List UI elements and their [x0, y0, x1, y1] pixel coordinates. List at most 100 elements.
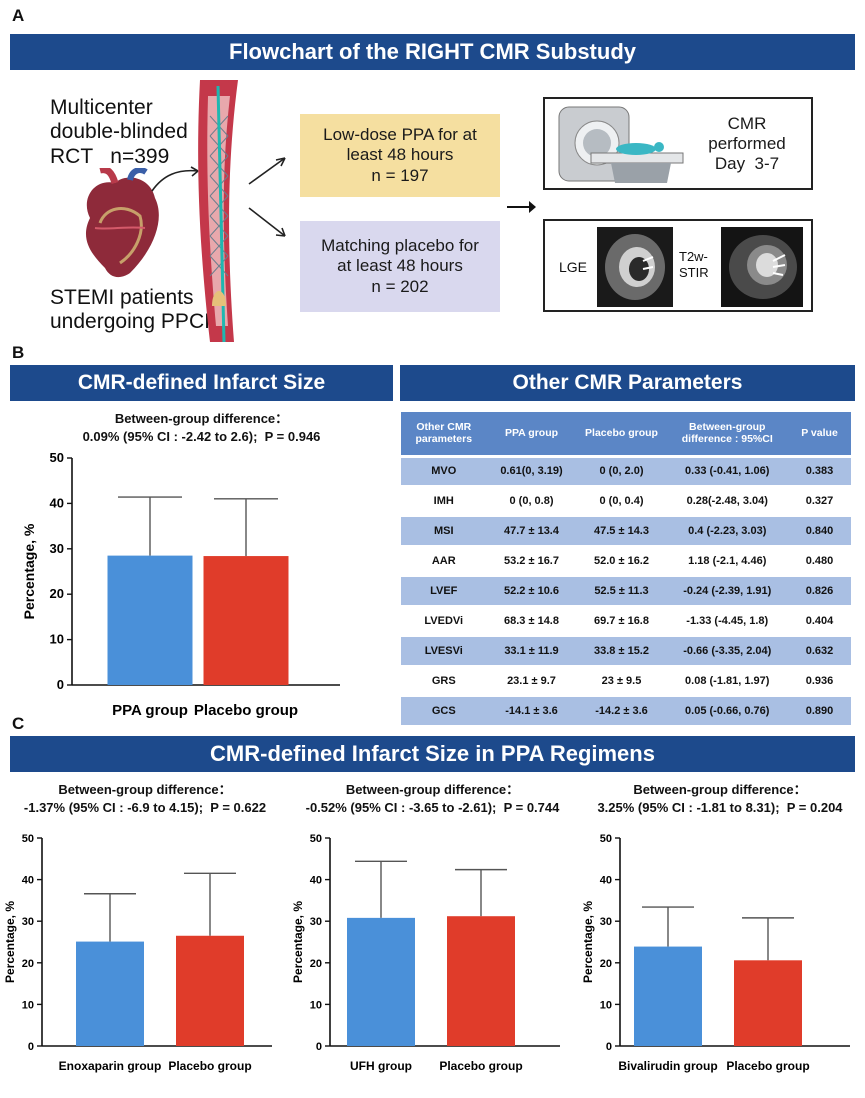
b-diff-line-2: 0.09% (95% CI : -2.42 to 2.6); P = 0.946: [82, 428, 321, 444]
params-cell: -14.1 ± 3.6: [486, 696, 577, 727]
params-table: Other CMR parameters PPA group Placebo gro…: [401, 412, 851, 757]
params-cell: 23 ± 9.5: [576, 666, 667, 697]
bar: [734, 960, 802, 1046]
params-header-cell: Other CMR parameters: [401, 412, 487, 458]
placebo-arm-box: Matching placebo for at least 48 hours n…: [300, 221, 500, 312]
params-cell: 52.5 ± 11.3: [576, 576, 667, 607]
params-cell: LVEDVi: [401, 606, 487, 637]
params-row: GRS 23.1 ± 9.7 23 ± 9.5 0.08 (-1.81, 1.97) 0…: [401, 666, 851, 697]
b-diff-line-1: Between-group difference：: [114, 411, 289, 426]
params-cell: 68.3 ± 14.8: [486, 606, 577, 637]
params-cell: MVO: [401, 456, 487, 487]
c-diff-1-line-1: Between-group difference：: [58, 782, 232, 797]
cmr-line-2: performed: [708, 133, 786, 153]
bivalirudin-chart: 0 10 20 30 40 50 Percentage, % Bivalirudin grou…: [581, 833, 850, 1073]
y-tick-label: 30: [310, 916, 322, 928]
y-tick-label: 20: [50, 586, 64, 601]
params-row: MSI 47.7 ± 13.4 47.5 ± 14.3 0.4 (-2.23, 3.0…: [401, 516, 851, 547]
enoxaparin-chart: 0 10 20 30 40 50 Percentage, % Enoxaparin group…: [3, 833, 272, 1073]
params-cell: GRS: [401, 666, 487, 697]
category-label: Placebo group: [726, 1059, 809, 1073]
c-diff-3-line-2: 3.25% (95% CI : -1.81 to 8.31); P = 0.20…: [597, 799, 843, 815]
flowchart-banner: Flowchart of the RIGHT CMR Substudy: [10, 34, 855, 70]
params-cell: 0 (0, 0.8): [486, 486, 577, 517]
category-label: Enoxaparin group: [59, 1059, 162, 1073]
ufh-chart: 0 10 20 30 40 50 Percentage, % UFH group Placebo…: [291, 833, 560, 1073]
category-label: UFH group: [350, 1059, 412, 1073]
bar: [76, 941, 144, 1046]
params-cell: -14.2 ± 3.6: [576, 696, 667, 727]
placebo-box-line-3: n = 202: [371, 276, 429, 296]
y-axis-label: Percentage, %: [21, 523, 37, 619]
params-cell: 0.61(0, 3.19): [486, 456, 577, 487]
params-cell: 0.33 (-0.41, 1.06): [666, 456, 788, 487]
params-cell: -0.24 (-2.39, 1.91): [666, 576, 788, 607]
t2w-stir-image: [721, 227, 803, 307]
bar: [203, 556, 289, 685]
category-label: Bivalirudin group: [618, 1059, 717, 1073]
rct-description: Multicenter double-blinded RCT n=399: [50, 96, 250, 169]
params-cell: 0.28(-2.48, 3.04): [666, 486, 788, 517]
y-tick-label: 10: [600, 999, 612, 1011]
params-cell: 0.936: [788, 666, 851, 697]
b-between-group-diff: Between-group difference： 0.09% (95% CI …: [10, 410, 393, 445]
category-label: Placebo group: [194, 702, 298, 719]
y-tick-label: 30: [50, 541, 64, 556]
params-cell: 0.404: [788, 606, 851, 637]
rct-line-2: double-blinded: [50, 120, 188, 144]
params-cell: 0.05 (-0.66, 0.76): [666, 696, 788, 727]
y-tick-label: 0: [28, 1041, 34, 1053]
params-cell: 0.826: [788, 576, 851, 607]
stent-illustration: [198, 80, 238, 343]
params-cell: 33.8 ± 15.2: [576, 636, 667, 667]
params-cell: 53.2 ± 16.7: [486, 546, 577, 577]
t2w-line-1: T2w-: [679, 249, 708, 264]
params-cell: 52.2 ± 10.6: [486, 576, 577, 607]
ppa-box-line-3: n = 197: [371, 165, 429, 185]
params-cell: 0.08 (-1.81, 1.97): [666, 666, 788, 697]
params-cell: 1.18 (-2.1, 4.46): [666, 546, 788, 577]
category-label: Placebo group: [168, 1059, 251, 1073]
y-tick-label: 0: [57, 677, 64, 692]
lge-label: LGE: [559, 259, 588, 275]
rct-line-3: RCT n=399: [50, 144, 170, 168]
lge-image: [597, 227, 673, 307]
y-tick-label: 20: [310, 958, 322, 970]
regimens-banner: CMR-defined Infarct Size in PPA Regimens: [10, 736, 855, 772]
stemi-line-2: undergoing PPCI: [50, 310, 210, 334]
params-cell: IMH: [401, 486, 487, 517]
y-axis-label: Percentage, %: [3, 901, 17, 983]
params-row: MVO 0.61(0, 3.19) 0 (0, 2.0) 0.33 (-0.41, 1…: [401, 456, 851, 487]
params-cell: 0.327: [788, 486, 851, 517]
infarct-size-banner: CMR-defined Infarct Size: [10, 365, 393, 401]
params-cell: -1.33 (-4.45, 1.8): [666, 606, 788, 637]
params-header-cell: Placebo group: [576, 412, 667, 458]
y-axis-label: Percentage, %: [581, 901, 595, 983]
cmr-images-box: LGE T2w- STIR: [543, 219, 813, 312]
cmr-line-3: Day 3-7: [714, 154, 780, 174]
c-diff-3-line-1: Between-group difference：: [633, 782, 807, 797]
y-tick-label: 0: [606, 1041, 612, 1053]
params-header-cell: P value: [788, 412, 851, 458]
ppa-arm-box: Low-dose PPA for at least 48 hours n = 1…: [300, 114, 500, 197]
params-cell: 0.480: [788, 546, 851, 577]
y-tick-label: 20: [600, 958, 612, 970]
params-cell: 47.7 ± 13.4: [486, 516, 577, 547]
branch-arrows: [248, 157, 286, 237]
cmr-line-1: CMR: [727, 113, 767, 133]
t2w-line-2: STIR: [679, 264, 709, 280]
stemi-line-1: STEMI patients: [50, 286, 194, 309]
stemi-description: STEMI patients undergoing PPCI: [50, 286, 250, 335]
ppa-box-line-2: least 48 hours: [346, 145, 454, 165]
params-cell: 0 (0, 0.4): [576, 486, 667, 517]
params-cell: 69.7 ± 16.8: [576, 606, 667, 637]
y-axis-label: Percentage, %: [291, 901, 305, 983]
params-row: GCS -14.1 ± 3.6 -14.2 ± 3.6 0.05 (-0.66, 0.…: [401, 696, 851, 727]
c-diff-2-line-1: Between-group difference：: [345, 782, 520, 797]
c-diff-ufh: Between-group difference： -0.52% (95% CI…: [285, 781, 580, 816]
y-tick-label: 40: [600, 875, 612, 887]
params-cell: GCS: [401, 696, 487, 727]
c-diff-1-line-2: -1.37% (95% CI : -6.9 to 4.15); P = 0.62…: [23, 799, 267, 815]
y-tick-label: 0: [316, 1041, 322, 1053]
y-tick-label: 50: [600, 833, 612, 845]
